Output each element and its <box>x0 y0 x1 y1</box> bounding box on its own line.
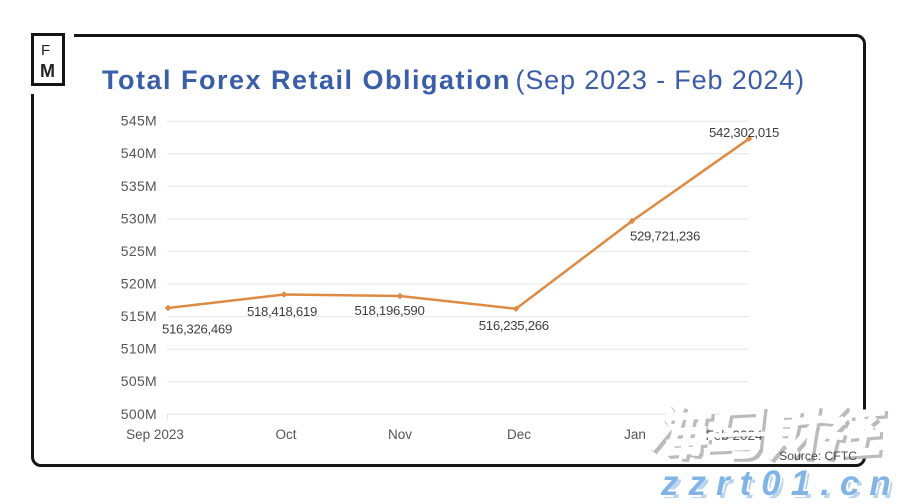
svg-text:500M: 500M <box>121 406 157 422</box>
svg-text:529,721,236: 529,721,236 <box>630 229 700 244</box>
svg-text:Jan: Jan <box>624 427 646 442</box>
svg-text:Nov: Nov <box>388 427 412 442</box>
svg-text:Source: CFTC: Source: CFTC <box>779 449 857 463</box>
svg-text:518,418,619: 518,418,619 <box>247 304 317 319</box>
svg-text:516,235,266: 516,235,266 <box>479 318 549 333</box>
svg-text:542,302,015: 542,302,015 <box>709 125 779 140</box>
svg-text:518,196,590: 518,196,590 <box>354 303 424 318</box>
svg-text:Oct: Oct <box>275 427 296 442</box>
svg-text:525M: 525M <box>121 243 157 259</box>
svg-text:505M: 505M <box>121 373 157 389</box>
svg-text:516,326,469: 516,326,469 <box>162 322 232 337</box>
svg-text:540M: 540M <box>121 145 157 161</box>
svg-text:545M: 545M <box>121 113 157 129</box>
svg-text:530M: 530M <box>121 210 157 226</box>
svg-text:Sep 2023: Sep 2023 <box>126 427 184 442</box>
svg-text:Dec: Dec <box>507 427 531 442</box>
svg-text:520M: 520M <box>121 276 157 292</box>
svg-text:515M: 515M <box>121 308 157 324</box>
svg-text:535M: 535M <box>121 178 157 194</box>
svg-text:510M: 510M <box>121 341 157 357</box>
